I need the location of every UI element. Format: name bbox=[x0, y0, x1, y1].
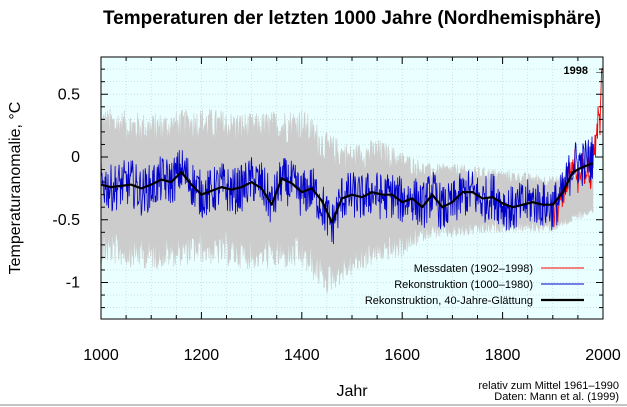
annotation-1998: 1998 bbox=[564, 65, 588, 77]
legend-label: Rekonstruktion (1000–1980) bbox=[394, 279, 533, 291]
y-tick-label: -1 bbox=[66, 275, 80, 292]
series-smoothed bbox=[100, 162, 594, 224]
axis-ticks: 1000 1200 1400 1600 1800 2000 0.5 0 -0.5 -1 bbox=[52, 57, 621, 364]
x-tick-label: 1800 bbox=[485, 347, 521, 364]
x-axis-label: Jahr bbox=[336, 383, 368, 400]
note-source: Daten: Mann et al. (1999) bbox=[494, 391, 619, 403]
note-reference: relativ zum Mittel 1961–1990 bbox=[478, 380, 619, 392]
x-tick-label: 1600 bbox=[384, 347, 420, 364]
legend: Messdaten (1902–1998) Rekonstruktion (100… bbox=[365, 263, 584, 307]
y-tick-label: 0.5 bbox=[58, 86, 80, 103]
y-tick-label: 0 bbox=[71, 149, 80, 166]
series-layer bbox=[100, 67, 603, 245]
uncertainty-band bbox=[100, 108, 594, 294]
series-uncertainty-band bbox=[100, 108, 594, 294]
annotation-arrow: → bbox=[594, 65, 605, 77]
y-tick-label: -0.5 bbox=[52, 212, 80, 229]
x-tick-label: 1200 bbox=[184, 347, 220, 364]
x-tick-label: 2000 bbox=[585, 347, 621, 364]
x-tick-label: 1400 bbox=[284, 347, 320, 364]
chart-title: Temperaturen der letzten 1000 Jahre (Nor… bbox=[103, 8, 601, 29]
legend-label: Rekonstruktion, 40-Jahre-Glättung bbox=[365, 295, 533, 307]
x-tick-label: 1000 bbox=[83, 347, 119, 364]
legend-label: Messdaten (1902–1998) bbox=[414, 263, 533, 275]
series-reconstruction bbox=[100, 136, 594, 245]
y-axis-label: Temperaturanomalie, °C bbox=[7, 102, 24, 275]
